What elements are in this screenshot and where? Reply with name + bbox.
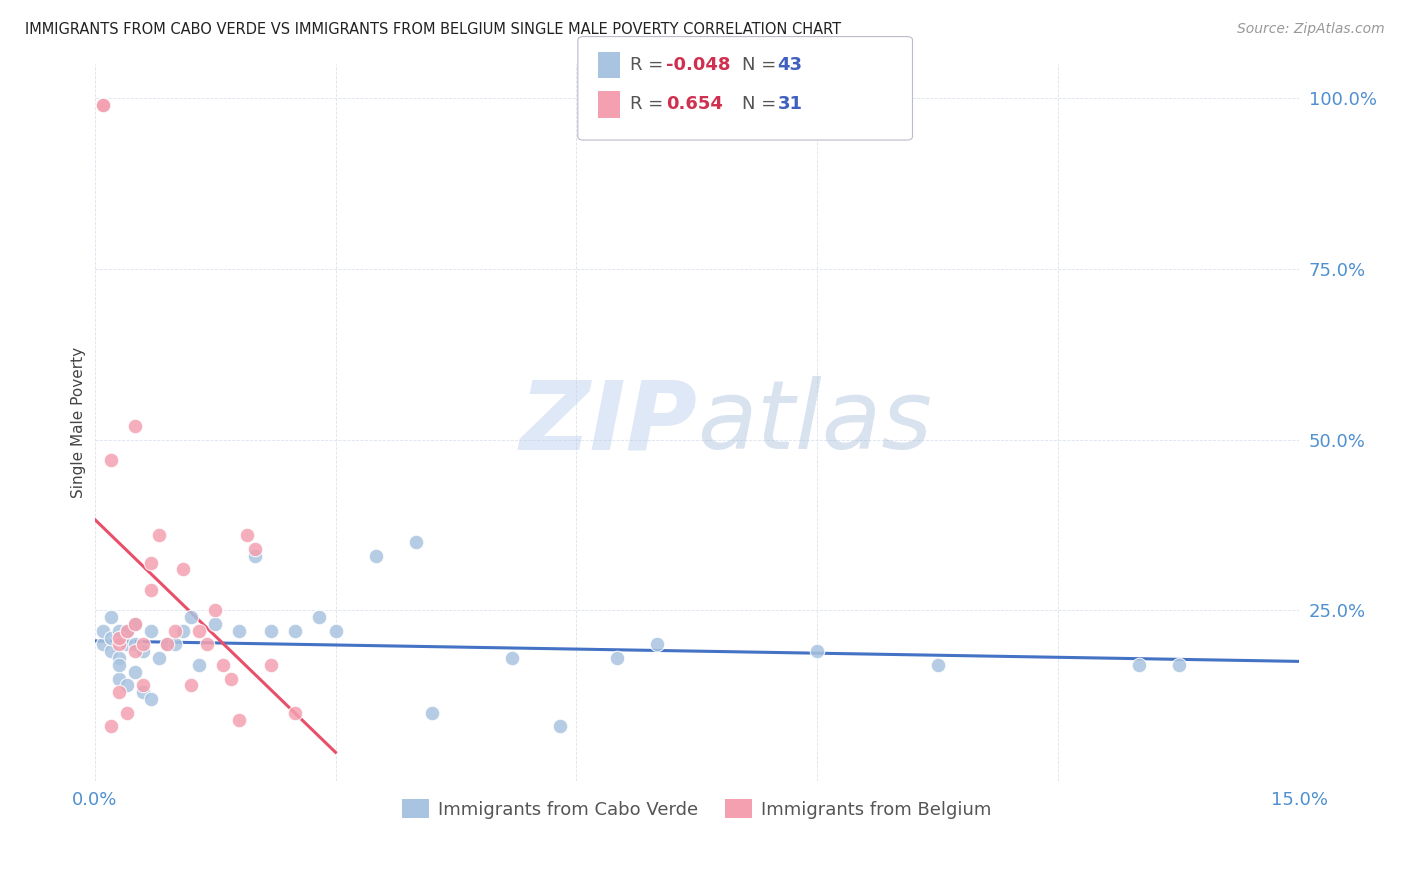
- Point: [107, 651, 129, 665]
- Point: [124, 637, 146, 651]
- Point: [420, 706, 443, 720]
- Point: [100, 644, 122, 658]
- Point: [124, 665, 146, 679]
- Point: [236, 528, 259, 542]
- Text: N =: N =: [742, 56, 782, 74]
- Point: [228, 713, 250, 727]
- Legend: Immigrants from Cabo Verde, Immigrants from Belgium: Immigrants from Cabo Verde, Immigrants f…: [395, 792, 1000, 826]
- Point: [204, 616, 226, 631]
- Point: [124, 616, 146, 631]
- Point: [195, 637, 218, 651]
- Point: [91, 624, 114, 638]
- Point: [260, 624, 283, 638]
- Point: [172, 562, 194, 576]
- Text: IMMIGRANTS FROM CABO VERDE VS IMMIGRANTS FROM BELGIUM SINGLE MALE POVERTY CORREL: IMMIGRANTS FROM CABO VERDE VS IMMIGRANTS…: [25, 22, 841, 37]
- Point: [115, 706, 138, 720]
- Point: [1167, 657, 1189, 672]
- Point: [132, 644, 155, 658]
- Point: [115, 624, 138, 638]
- Point: [156, 637, 179, 651]
- Point: [405, 535, 427, 549]
- Point: [107, 631, 129, 645]
- Point: [550, 719, 572, 733]
- Point: [501, 651, 523, 665]
- Point: [219, 672, 242, 686]
- Point: [100, 631, 122, 645]
- Point: [91, 98, 114, 112]
- Point: [163, 637, 186, 651]
- Point: [124, 644, 146, 658]
- Point: [107, 637, 129, 651]
- Point: [115, 624, 138, 638]
- Point: [107, 672, 129, 686]
- Point: [204, 603, 226, 617]
- Text: 43: 43: [778, 56, 803, 74]
- Point: [139, 624, 162, 638]
- Point: [245, 549, 267, 563]
- Text: 0.654: 0.654: [666, 95, 723, 113]
- Point: [260, 657, 283, 672]
- Point: [180, 610, 202, 624]
- Point: [91, 637, 114, 651]
- Point: [139, 582, 162, 597]
- Point: [806, 644, 828, 658]
- Point: [308, 610, 330, 624]
- Point: [132, 637, 155, 651]
- Point: [245, 541, 267, 556]
- Text: -0.048: -0.048: [666, 56, 731, 74]
- Point: [91, 98, 114, 112]
- Text: R =: R =: [630, 95, 675, 113]
- Point: [645, 637, 668, 651]
- Text: N =: N =: [742, 95, 782, 113]
- Point: [139, 692, 162, 706]
- Point: [212, 657, 235, 672]
- Text: Source: ZipAtlas.com: Source: ZipAtlas.com: [1237, 22, 1385, 37]
- Text: atlas: atlas: [697, 376, 932, 469]
- Point: [156, 637, 179, 651]
- Point: [148, 651, 170, 665]
- Point: [188, 624, 211, 638]
- Point: [364, 549, 387, 563]
- Point: [115, 678, 138, 692]
- Point: [284, 624, 307, 638]
- Point: [172, 624, 194, 638]
- Point: [188, 657, 211, 672]
- Point: [124, 419, 146, 434]
- Text: ZIP: ZIP: [519, 376, 697, 469]
- Point: [148, 528, 170, 542]
- Point: [107, 624, 129, 638]
- Y-axis label: Single Male Poverty: Single Male Poverty: [72, 347, 86, 498]
- Point: [115, 637, 138, 651]
- Point: [132, 678, 155, 692]
- Point: [927, 657, 949, 672]
- Point: [284, 706, 307, 720]
- Point: [100, 453, 122, 467]
- Point: [107, 685, 129, 699]
- Text: 31: 31: [778, 95, 803, 113]
- Point: [1128, 657, 1150, 672]
- Point: [107, 657, 129, 672]
- Point: [325, 624, 347, 638]
- Point: [163, 624, 186, 638]
- Point: [100, 610, 122, 624]
- Text: R =: R =: [630, 56, 669, 74]
- Point: [606, 651, 628, 665]
- Point: [228, 624, 250, 638]
- Point: [100, 719, 122, 733]
- Point: [139, 556, 162, 570]
- Point: [132, 685, 155, 699]
- Point: [124, 616, 146, 631]
- Point: [180, 678, 202, 692]
